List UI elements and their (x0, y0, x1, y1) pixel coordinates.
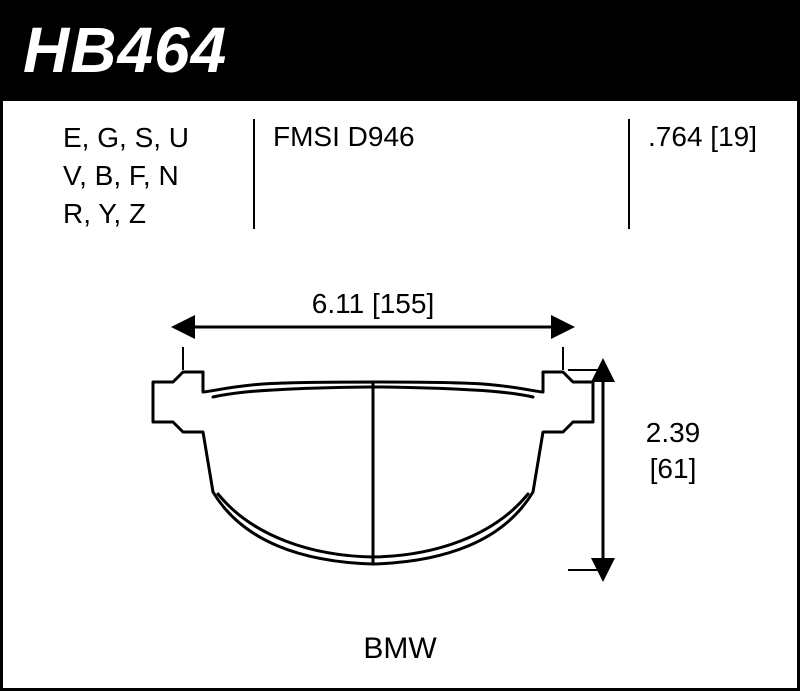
svg-text:[61]: [61] (650, 453, 697, 484)
compound-codes: E, G, S, U V, B, F, N R, Y, Z (63, 119, 253, 232)
compound-line-3: R, Y, Z (63, 195, 253, 233)
svg-text:6.11 [155]: 6.11 [155] (312, 288, 434, 319)
diagram: 6.11 [155] 2.39 [61] (3, 242, 797, 622)
compound-line-1: E, G, S, U (63, 119, 253, 157)
fmsi-code: FMSI D946 (273, 119, 628, 153)
part-number: HB464 (23, 14, 227, 86)
thickness-mm: [19] (710, 121, 757, 152)
brand-label: BMW (3, 622, 797, 666)
header-bar: HB464 (3, 3, 797, 101)
compound-line-2: V, B, F, N (63, 157, 253, 195)
thickness: .764 [19] (648, 119, 767, 153)
page-frame: HB464 E, G, S, U V, B, F, N R, Y, Z FMSI… (0, 0, 800, 691)
svg-text:2.39: 2.39 (646, 417, 701, 448)
info-row: E, G, S, U V, B, F, N R, Y, Z FMSI D946 … (3, 101, 797, 232)
diagram-svg: 6.11 [155] 2.39 [61] (3, 242, 800, 622)
separator-1 (253, 119, 255, 229)
separator-2 (628, 119, 630, 229)
thickness-in: .764 (648, 121, 703, 152)
